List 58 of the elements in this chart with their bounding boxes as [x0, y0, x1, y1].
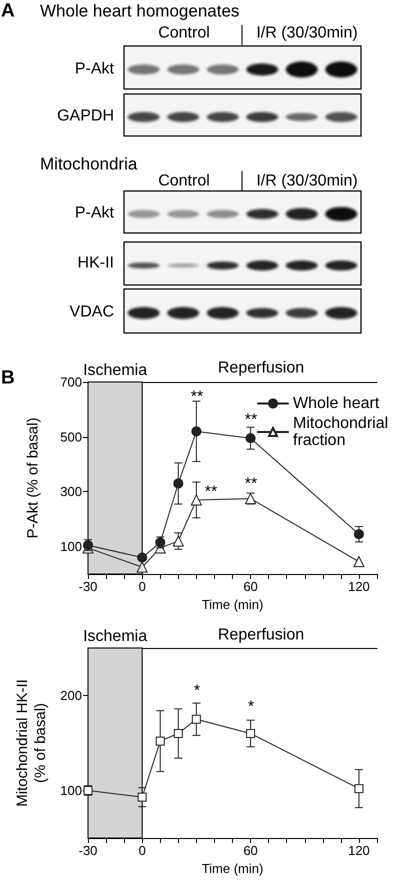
point: [173, 478, 184, 488]
text: P-Akt: [74, 204, 115, 222]
text: Reperfusion: [218, 360, 304, 376]
annotation: **: [244, 476, 258, 492]
y-tick-label: 200: [60, 688, 82, 703]
text: GAPDH: [57, 108, 114, 124]
band-label: Ischemia: [83, 362, 148, 379]
text: Reperfusion: [218, 626, 304, 644]
point: [192, 714, 201, 724]
legend-label: Whole heart: [293, 395, 380, 412]
point: [136, 562, 148, 573]
text: I/R (30/30min): [256, 172, 358, 190]
annotation: **: [244, 412, 258, 428]
x-tick-label: 120: [348, 843, 370, 858]
point: [246, 729, 256, 738]
point: [246, 433, 256, 444]
point: [354, 784, 364, 794]
text: HK-II: [78, 254, 114, 272]
y-tick-label: 500: [60, 429, 82, 444]
y-tick-label: 300: [60, 484, 82, 500]
point: [138, 792, 147, 802]
text: P-Akt: [74, 60, 115, 78]
y-tick-label: 700: [60, 374, 82, 390]
x-axis-title: Time (min): [202, 597, 264, 612]
x-axis-title: Time (min): [202, 861, 264, 876]
text: Whole heart homogenates: [40, 2, 240, 20]
x-tick-label: 60: [243, 843, 258, 858]
text: Mitochondria: [40, 154, 138, 174]
text: I/R (30/30min): [256, 24, 358, 42]
point: [172, 536, 184, 547]
band-label: Ischemia: [83, 628, 148, 645]
x-tick-label: 60: [243, 579, 258, 594]
legend-label: Mitochondrial fraction: [293, 415, 393, 449]
annotation: **: [190, 388, 204, 406]
x-tick-label: 0: [138, 579, 146, 594]
text: Control: [158, 172, 210, 190]
annotation: *: [248, 698, 254, 716]
text: A: [1, 0, 15, 22]
point: [354, 529, 364, 540]
y-tick-label: 100: [60, 783, 82, 798]
point: [174, 729, 183, 738]
annotation: *: [194, 682, 200, 700]
x-tick-label: -30: [78, 843, 98, 858]
y-tick-label: 100: [60, 539, 82, 554]
y-axis-title: Mitochondrial HK-II (% of basal): [14, 679, 49, 807]
x-tick-label: 120: [348, 579, 370, 594]
point: [137, 552, 148, 563]
text: VDAC: [70, 304, 114, 320]
point: [353, 556, 364, 568]
point: [190, 494, 202, 506]
x-tick-label: 0: [138, 843, 146, 858]
text: Control: [158, 24, 210, 42]
y-axis-title: P-Akt (% of basal): [24, 418, 42, 538]
point: [156, 736, 165, 746]
annotation: **: [204, 484, 218, 500]
text: B: [1, 368, 15, 388]
point: [191, 426, 202, 436]
x-tick-label: -30: [78, 579, 98, 594]
